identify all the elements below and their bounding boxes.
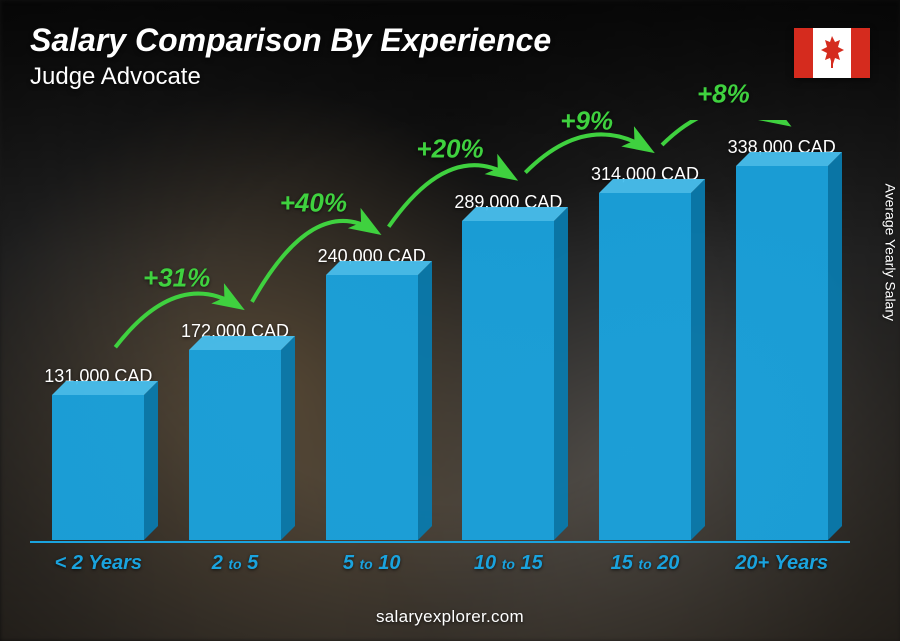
category-label: 15 to 20 xyxy=(577,552,714,575)
bars-container: 131,000 CAD172,000 CAD240,000 CAD289,000… xyxy=(30,120,850,540)
category-label: 5 to 10 xyxy=(303,552,440,575)
bar xyxy=(326,275,418,540)
category-label: 2 to 5 xyxy=(167,552,304,575)
bar-slot: 338,000 CAD xyxy=(713,137,850,540)
title-block: Salary Comparison By Experience Judge Ad… xyxy=(30,22,551,91)
bar-slot: 314,000 CAD xyxy=(577,164,714,540)
bar xyxy=(736,166,828,540)
flag-icon xyxy=(794,28,870,78)
percent-change-label: +8% xyxy=(697,79,750,110)
bar-slot: 289,000 CAD xyxy=(440,192,577,540)
content-layer: Salary Comparison By Experience Judge Ad… xyxy=(0,0,900,641)
baseline xyxy=(30,541,850,543)
category-label: 10 to 15 xyxy=(440,552,577,575)
category-label: 20+ Years xyxy=(713,552,850,575)
bar xyxy=(52,395,144,540)
chart-subtitle: Judge Advocate xyxy=(30,63,551,91)
bar xyxy=(599,193,691,540)
bar-slot: 240,000 CAD xyxy=(303,246,440,540)
chart-area: 131,000 CAD172,000 CAD240,000 CAD289,000… xyxy=(30,120,850,571)
y-axis-label: Average Yearly Salary xyxy=(882,183,898,321)
chart-title: Salary Comparison By Experience xyxy=(30,22,551,59)
footer-attribution: salaryexplorer.com xyxy=(0,607,900,627)
bar-slot: 131,000 CAD xyxy=(30,366,167,540)
bar xyxy=(189,350,281,540)
bar xyxy=(462,221,554,540)
category-label: < 2 Years xyxy=(30,552,167,575)
bar-slot: 172,000 CAD xyxy=(167,321,304,540)
category-labels: < 2 Years2 to 55 to 1010 to 1515 to 2020… xyxy=(30,552,850,575)
